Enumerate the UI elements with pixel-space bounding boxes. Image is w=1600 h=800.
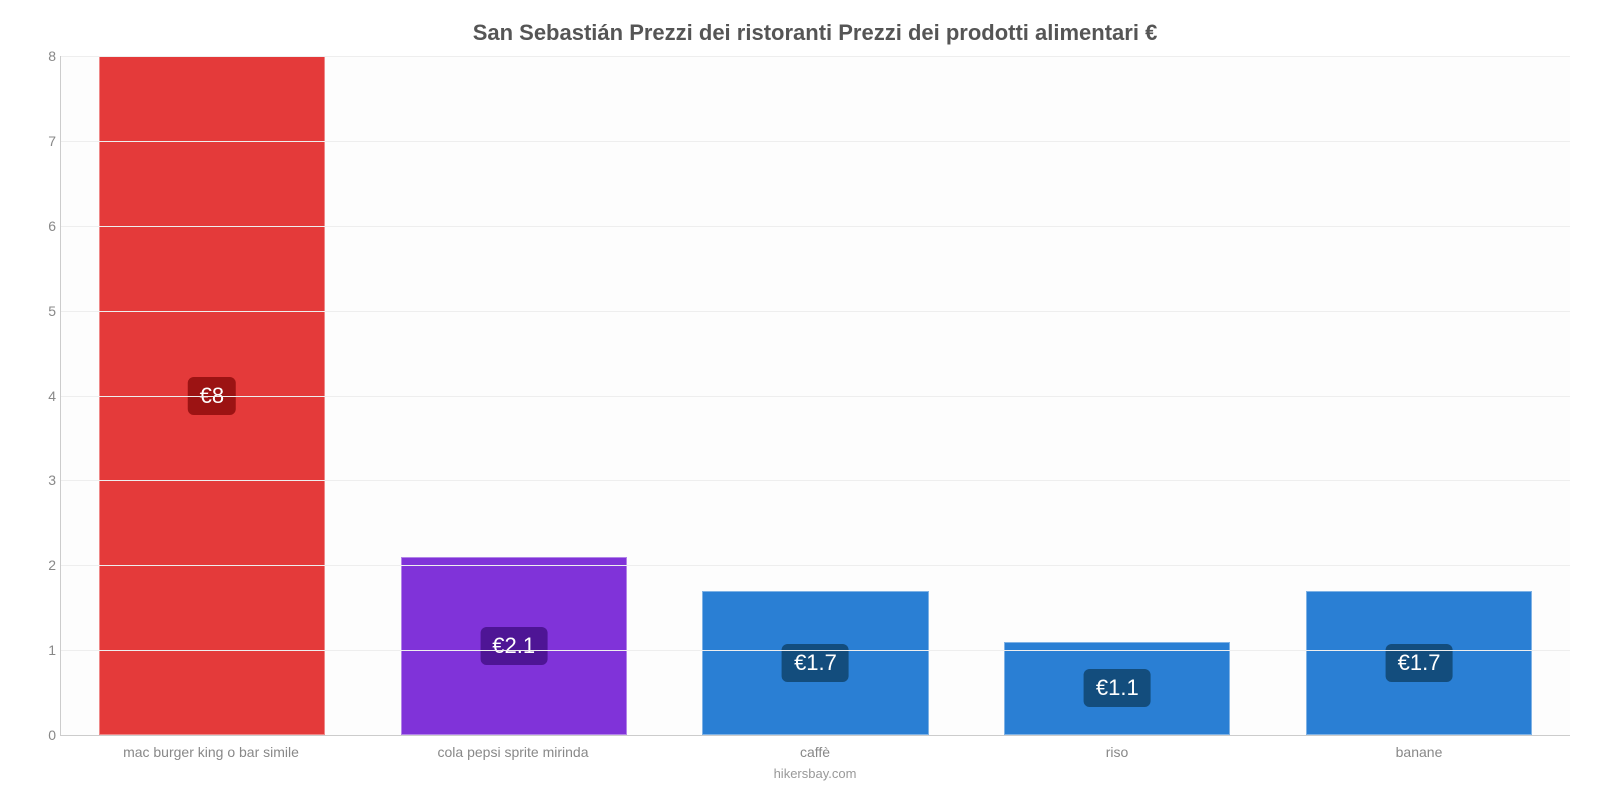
y-tick-label: 8 [31, 48, 56, 64]
gridline [61, 311, 1570, 312]
gridline [61, 396, 1570, 397]
y-tick-label: 7 [31, 133, 56, 149]
y-tick-label: 5 [31, 303, 56, 319]
x-tick-label: cola pepsi sprite mirinda [362, 736, 664, 760]
gridline [61, 141, 1570, 142]
plot-area: €8€2.1€1.7€1.1€1.7 012345678 [60, 56, 1570, 736]
bar-value-badge: €1.1 [1084, 669, 1151, 707]
x-tick-label: banane [1268, 736, 1570, 760]
y-tick-label: 6 [31, 218, 56, 234]
y-tick-label: 0 [31, 727, 56, 743]
gridline [61, 226, 1570, 227]
bar: €1.7 [1306, 591, 1532, 735]
y-tick-label: 2 [31, 557, 56, 573]
gridline [61, 56, 1570, 57]
x-tick-label: mac burger king o bar simile [60, 736, 362, 760]
y-tick-label: 4 [31, 388, 56, 404]
x-tick-label: caffè [664, 736, 966, 760]
x-axis-labels: mac burger king o bar similecola pepsi s… [60, 736, 1570, 760]
y-tick-label: 3 [31, 472, 56, 488]
gridline [61, 565, 1570, 566]
gridline [61, 480, 1570, 481]
chart-credit: hikersbay.com [60, 766, 1570, 781]
x-tick-label: riso [966, 736, 1268, 760]
gridline [61, 650, 1570, 651]
bar: €1.1 [1004, 642, 1230, 735]
price-bar-chart: San Sebastián Prezzi dei ristoranti Prez… [0, 0, 1600, 800]
chart-title: San Sebastián Prezzi dei ristoranti Prez… [60, 20, 1570, 46]
y-tick-label: 1 [31, 642, 56, 658]
bar-value-badge: €2.1 [480, 627, 547, 665]
bar: €1.7 [702, 591, 928, 735]
bar: €2.1 [401, 557, 627, 735]
